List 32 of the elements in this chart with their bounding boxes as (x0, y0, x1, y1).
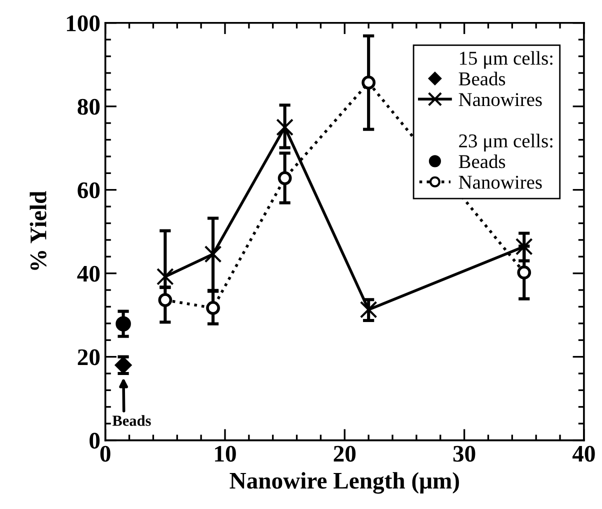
x-tick-label: 40 (572, 446, 595, 462)
legend-label: Nanowires (458, 93, 542, 106)
legend-label: Beads (458, 72, 506, 86)
annotation: Beads (112, 415, 151, 426)
point (362, 76, 376, 90)
x-tick-label: 0 (100, 446, 110, 462)
y-tick-label: 60 (78, 182, 100, 198)
y-tick-label: 80 (78, 98, 100, 115)
point (204, 245, 222, 263)
point (276, 118, 294, 136)
annotation: 15 μm cells: (460, 51, 552, 69)
point (278, 171, 292, 186)
point (517, 266, 532, 280)
y-tick-label: 100 (66, 15, 100, 32)
x-tick-label: 10 (215, 446, 236, 462)
x-tick-label: 20 (334, 446, 356, 462)
point (360, 300, 378, 318)
point (115, 356, 132, 374)
point (156, 268, 174, 286)
point (116, 316, 131, 332)
x-axis-title: Nanowire Length (μm) (230, 472, 459, 494)
y-tick-label: 20 (78, 349, 100, 366)
legend-label: Beads (458, 154, 506, 168)
annotation: 23 μm cells: (459, 134, 552, 152)
y-tick-label: 0 (90, 432, 100, 449)
y-tick-label: 40 (77, 266, 100, 282)
x-tick-label: 30 (453, 446, 476, 462)
legend-label: Nanowires (458, 176, 542, 189)
y-axis-title: % Yield (30, 191, 46, 270)
point (515, 238, 533, 256)
point (206, 301, 220, 315)
point (158, 293, 172, 307)
